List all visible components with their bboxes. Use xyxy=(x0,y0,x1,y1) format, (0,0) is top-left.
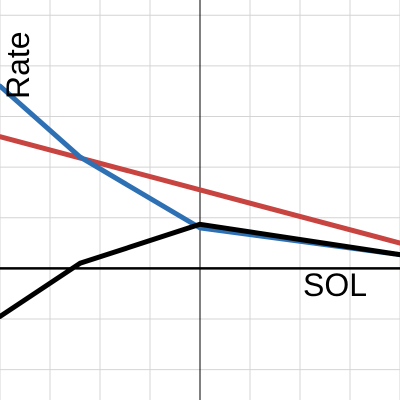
y-axis-label: Rate xyxy=(0,31,36,99)
x-axis-label: SOL xyxy=(303,267,367,303)
series-lines xyxy=(0,83,400,319)
series-line-1 xyxy=(0,134,400,246)
series-line-3 xyxy=(0,221,400,319)
